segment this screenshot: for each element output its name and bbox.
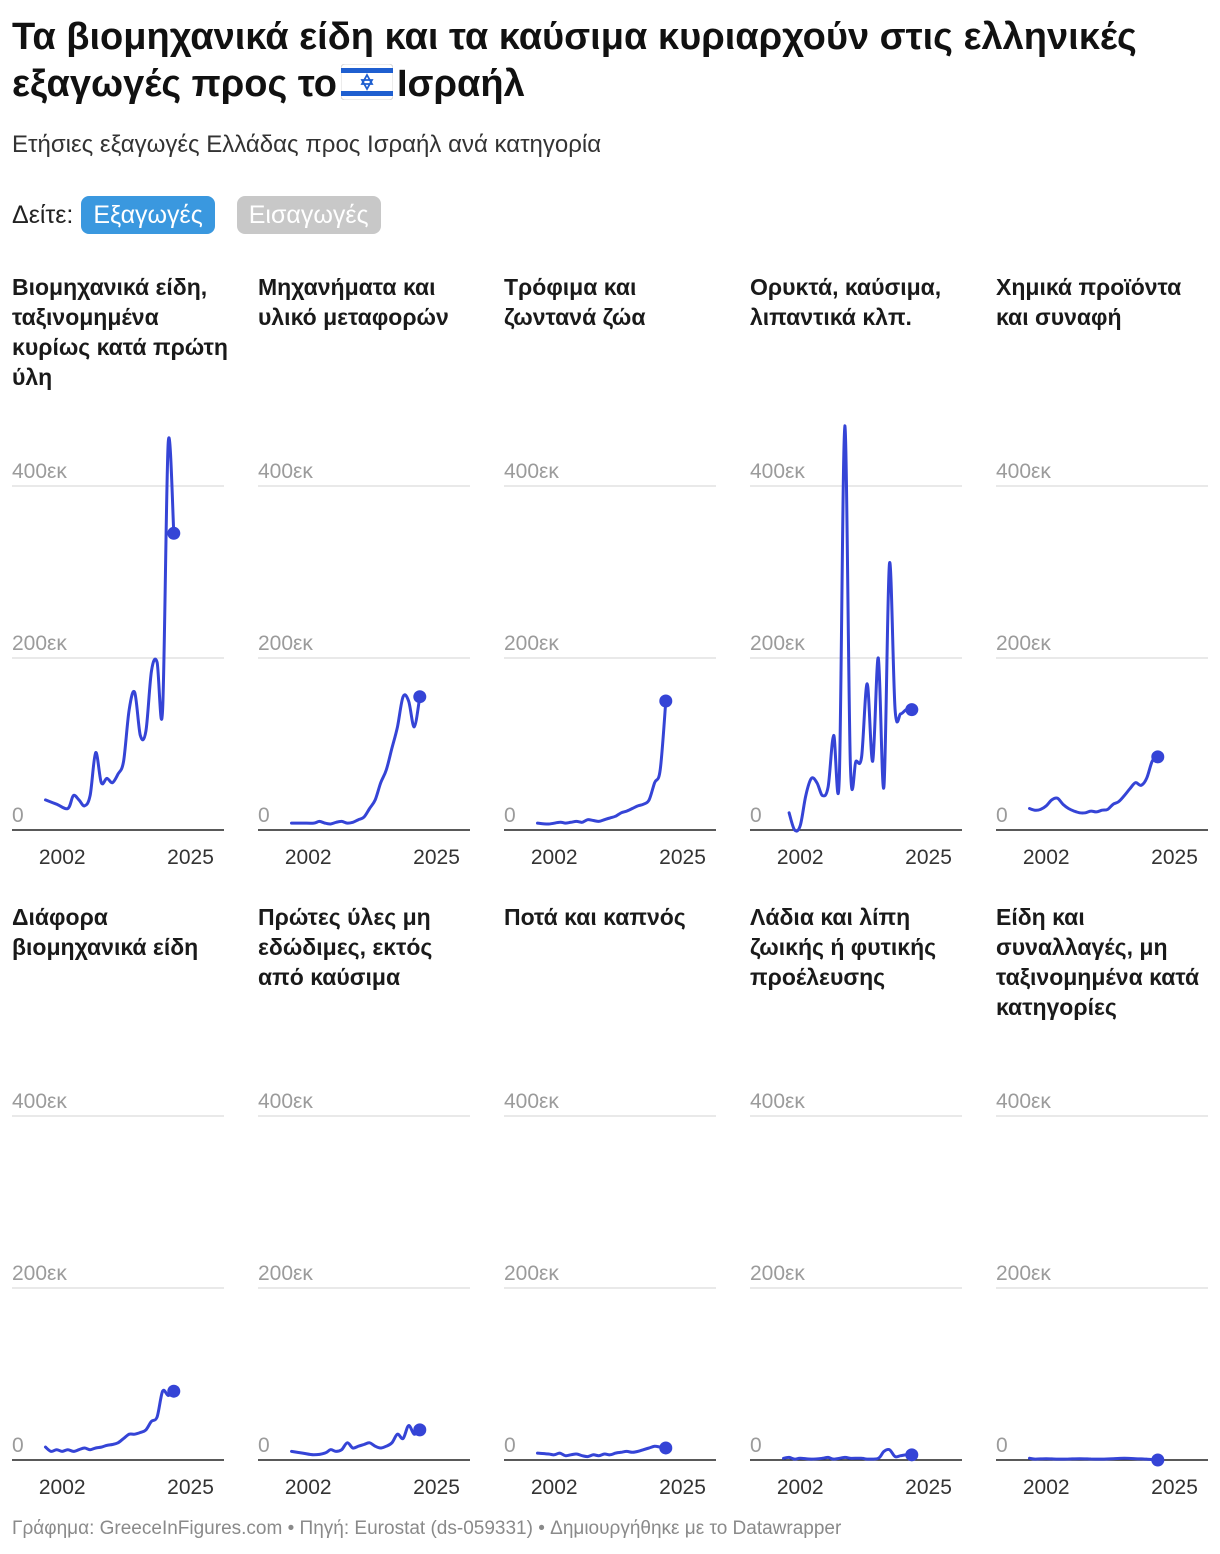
series-end-point bbox=[659, 694, 673, 708]
panel-title: Βιομηχανικά είδη, ταξινομημένα κυρίως κα… bbox=[12, 274, 228, 390]
x-tick-label: 2025 bbox=[167, 1476, 214, 1499]
panel-line-chart: 0 200εκ 400εκ 2002 2025 bbox=[996, 460, 1208, 869]
series-end-point bbox=[905, 703, 919, 717]
x-tick-label: 2002 bbox=[285, 1476, 332, 1499]
y-tick-label: 200εκ bbox=[258, 632, 313, 655]
y-tick-label: 0 bbox=[996, 804, 1008, 827]
panel-line-chart: 0 200εκ 400εκ 2002 2025 bbox=[258, 460, 470, 869]
panel-line-chart: 0 200εκ 400εκ 2002 2025 bbox=[996, 1090, 1208, 1499]
y-tick-label: 200εκ bbox=[504, 1262, 559, 1285]
x-tick-label: 2002 bbox=[39, 1476, 86, 1499]
view-toggle: Δείτε: Εξαγωγές Εισαγωγές bbox=[12, 196, 381, 234]
x-tick-label: 2025 bbox=[1151, 846, 1198, 869]
panel-title: Πρώτες ύλες μη εδώδιμες, εκτός από καύσι… bbox=[258, 904, 433, 990]
y-tick-label: 0 bbox=[258, 804, 270, 827]
series-line bbox=[1028, 755, 1160, 815]
toggle-label: Δείτε: bbox=[12, 200, 74, 229]
x-tick-label: 2025 bbox=[905, 1476, 952, 1499]
panel-line-chart: 0 200εκ 400εκ 2002 2025 bbox=[504, 460, 716, 869]
panel-title: Μηχανήματα και υλικό μεταφορών bbox=[258, 274, 449, 330]
y-tick-label: 0 bbox=[258, 1434, 270, 1457]
series-end-point bbox=[167, 526, 181, 540]
x-tick-label: 2025 bbox=[905, 846, 952, 869]
series-end-point bbox=[413, 1423, 427, 1437]
panel-title: Είδη και συναλλαγές, μη ταξινομημένα κατ… bbox=[996, 904, 1200, 1020]
y-tick-label: 400εκ bbox=[258, 1090, 313, 1113]
x-tick-label: 2002 bbox=[1023, 1476, 1070, 1499]
y-tick-label: 200εκ bbox=[996, 1262, 1051, 1285]
y-tick-label: 400εκ bbox=[504, 460, 559, 483]
panel-title: Λάδια και λίπη ζωικής ή φυτικής προέλευσ… bbox=[750, 904, 937, 990]
y-tick-label: 0 bbox=[750, 1434, 762, 1457]
footer-credits: Γράφημα: GreeceInFigures.com • Πηγή: Eur… bbox=[12, 1518, 842, 1539]
y-tick-label: 0 bbox=[12, 804, 24, 827]
series-line bbox=[536, 699, 668, 826]
y-tick-label: 0 bbox=[504, 1434, 516, 1457]
x-tick-label: 2002 bbox=[777, 846, 824, 869]
series-end-point bbox=[1151, 1453, 1165, 1467]
panel-line-chart: 0 200εκ 400εκ 2002 2025 bbox=[12, 436, 224, 869]
series-end-point bbox=[1151, 750, 1165, 764]
y-tick-label: 400εκ bbox=[750, 460, 805, 483]
y-tick-label: 400εκ bbox=[12, 1090, 67, 1113]
series-line bbox=[787, 424, 914, 833]
y-tick-label: 400εκ bbox=[996, 460, 1051, 483]
y-tick-label: 200εκ bbox=[258, 1262, 313, 1285]
toggle-imports-button[interactable]: Εισαγωγές bbox=[236, 196, 381, 234]
panel-title: Διάφορα βιομηχανικά είδη bbox=[12, 904, 199, 960]
panel-title: Χημικά προϊόντα και συναφή bbox=[996, 274, 1182, 330]
x-tick-label: 2002 bbox=[531, 846, 578, 869]
y-tick-label: 200εκ bbox=[996, 632, 1051, 655]
x-tick-label: 2025 bbox=[413, 846, 460, 869]
series-line bbox=[44, 1388, 176, 1453]
x-tick-label: 2002 bbox=[285, 846, 332, 869]
x-tick-label: 2002 bbox=[777, 1476, 824, 1499]
series-line bbox=[782, 1447, 914, 1461]
series-line bbox=[290, 1424, 422, 1457]
y-tick-label: 200εκ bbox=[12, 632, 67, 655]
series-line bbox=[44, 436, 176, 811]
y-tick-label: 0 bbox=[12, 1434, 24, 1457]
y-tick-label: 400εκ bbox=[750, 1090, 805, 1113]
series-end-point bbox=[413, 690, 427, 704]
panel-title: Τρόφιμα και ζωντανά ζώα bbox=[504, 274, 646, 330]
panel-line-chart: 0 200εκ 400εκ 2002 2025 bbox=[750, 424, 962, 869]
x-tick-label: 2025 bbox=[413, 1476, 460, 1499]
x-tick-label: 2002 bbox=[1023, 846, 1070, 869]
series-line bbox=[536, 1444, 668, 1459]
panel-line-chart: 0 200εκ 400εκ 2002 2025 bbox=[258, 1090, 470, 1499]
panel-title: Ποτά και καπνός bbox=[504, 904, 686, 930]
x-tick-label: 2025 bbox=[167, 846, 214, 869]
y-tick-label: 200εκ bbox=[504, 632, 559, 655]
toggle-exports-button[interactable]: Εξαγωγές bbox=[81, 196, 215, 234]
y-tick-label: 400εκ bbox=[258, 460, 313, 483]
page-title: Τα βιομηχανικά είδη και τα καύσιμα κυρια… bbox=[12, 14, 1202, 112]
x-tick-label: 2002 bbox=[39, 846, 86, 869]
series-end-point bbox=[659, 1441, 673, 1455]
panel-title: Ορυκτά, καύσιμα, λιπαντικά κλπ. bbox=[750, 274, 942, 330]
israel-flag-icon bbox=[340, 63, 394, 112]
series-line bbox=[290, 693, 422, 826]
y-tick-label: 400εκ bbox=[996, 1090, 1051, 1113]
page-subtitle: Ετήσιες εξαγωγές Ελλάδας προς Ισραήλ ανά… bbox=[12, 131, 602, 158]
y-tick-label: 200εκ bbox=[750, 632, 805, 655]
y-tick-label: 200εκ bbox=[12, 1262, 67, 1285]
x-tick-label: 2002 bbox=[531, 1476, 578, 1499]
panel-line-chart: 0 200εκ 400εκ 2002 2025 bbox=[750, 1090, 962, 1499]
x-tick-label: 2025 bbox=[659, 1476, 706, 1499]
y-tick-label: 0 bbox=[750, 804, 762, 827]
x-tick-label: 2025 bbox=[1151, 1476, 1198, 1499]
y-tick-label: 200εκ bbox=[750, 1262, 805, 1285]
panel-line-chart: 0 200εκ 400εκ 2002 2025 bbox=[12, 1090, 224, 1499]
series-end-point bbox=[167, 1384, 181, 1398]
y-tick-label: 400εκ bbox=[12, 460, 67, 483]
panel-line-chart: 0 200εκ 400εκ 2002 2025 bbox=[504, 1090, 716, 1499]
y-tick-label: 400εκ bbox=[504, 1090, 559, 1113]
series-line bbox=[1028, 1456, 1160, 1462]
y-tick-label: 0 bbox=[996, 1434, 1008, 1457]
series-end-point bbox=[905, 1448, 919, 1462]
x-tick-label: 2025 bbox=[659, 846, 706, 869]
y-tick-label: 0 bbox=[504, 804, 516, 827]
